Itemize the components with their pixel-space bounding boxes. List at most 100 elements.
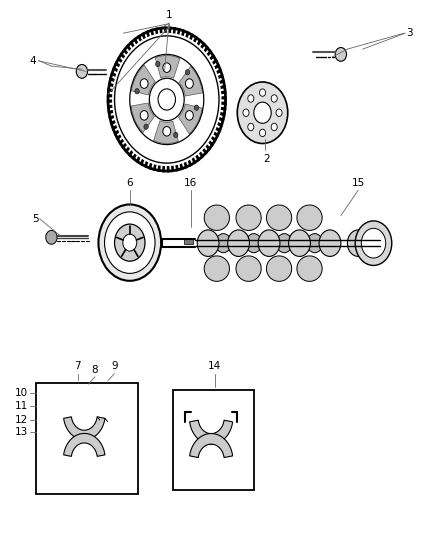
- Wedge shape: [193, 36, 198, 43]
- Polygon shape: [204, 256, 230, 281]
- Polygon shape: [64, 433, 105, 456]
- Wedge shape: [150, 28, 154, 36]
- Circle shape: [319, 230, 341, 256]
- Wedge shape: [180, 164, 184, 171]
- Wedge shape: [131, 103, 155, 133]
- Circle shape: [163, 63, 171, 72]
- Circle shape: [158, 89, 176, 110]
- Polygon shape: [266, 205, 292, 230]
- Wedge shape: [137, 35, 142, 42]
- Wedge shape: [107, 94, 112, 98]
- Text: 13: 13: [15, 427, 28, 437]
- Text: 8: 8: [92, 365, 98, 375]
- Text: 4: 4: [30, 56, 36, 66]
- Wedge shape: [188, 160, 192, 167]
- Circle shape: [163, 126, 171, 136]
- Text: 12: 12: [15, 415, 28, 425]
- Wedge shape: [159, 27, 162, 34]
- Wedge shape: [185, 31, 190, 38]
- Circle shape: [144, 124, 148, 130]
- Wedge shape: [164, 27, 167, 33]
- Wedge shape: [167, 166, 170, 173]
- Circle shape: [99, 205, 161, 281]
- Circle shape: [347, 230, 369, 256]
- Circle shape: [135, 88, 139, 94]
- Circle shape: [258, 230, 280, 256]
- Circle shape: [140, 111, 148, 120]
- Wedge shape: [219, 117, 225, 122]
- Polygon shape: [190, 420, 233, 444]
- Circle shape: [140, 79, 148, 88]
- Wedge shape: [220, 85, 226, 89]
- Wedge shape: [145, 30, 150, 37]
- Wedge shape: [205, 144, 211, 151]
- Wedge shape: [209, 54, 215, 60]
- Wedge shape: [116, 134, 121, 141]
- Circle shape: [361, 228, 386, 258]
- Wedge shape: [118, 139, 124, 145]
- Wedge shape: [157, 165, 161, 172]
- Wedge shape: [200, 42, 206, 49]
- Circle shape: [259, 129, 265, 136]
- Text: 11: 11: [15, 401, 28, 411]
- Polygon shape: [297, 256, 322, 281]
- Wedge shape: [195, 155, 201, 161]
- Polygon shape: [190, 433, 233, 457]
- Wedge shape: [113, 130, 119, 136]
- Circle shape: [246, 233, 261, 253]
- Wedge shape: [221, 102, 227, 105]
- Circle shape: [243, 109, 249, 116]
- Text: 15: 15: [352, 178, 365, 188]
- Wedge shape: [175, 165, 179, 172]
- Text: 14: 14: [208, 361, 221, 372]
- Circle shape: [248, 95, 254, 102]
- Text: 7: 7: [74, 361, 81, 372]
- Circle shape: [335, 47, 346, 61]
- Wedge shape: [108, 83, 113, 87]
- Wedge shape: [197, 38, 202, 45]
- Text: 1: 1: [166, 10, 172, 20]
- Wedge shape: [112, 66, 118, 72]
- Circle shape: [194, 105, 199, 110]
- Wedge shape: [144, 161, 148, 168]
- Wedge shape: [207, 50, 212, 56]
- Wedge shape: [148, 163, 152, 170]
- Circle shape: [123, 234, 137, 251]
- Circle shape: [197, 230, 219, 256]
- Polygon shape: [64, 417, 105, 440]
- Circle shape: [115, 224, 145, 261]
- Wedge shape: [128, 150, 133, 157]
- Circle shape: [289, 230, 311, 256]
- Text: 5: 5: [32, 214, 39, 224]
- Wedge shape: [169, 27, 171, 33]
- Wedge shape: [217, 122, 223, 127]
- Circle shape: [115, 36, 219, 163]
- Wedge shape: [107, 100, 112, 103]
- Wedge shape: [133, 37, 138, 44]
- Wedge shape: [215, 127, 221, 133]
- Circle shape: [173, 132, 178, 138]
- Wedge shape: [155, 27, 158, 34]
- Polygon shape: [266, 256, 292, 281]
- Wedge shape: [220, 112, 226, 117]
- Wedge shape: [184, 162, 188, 169]
- Wedge shape: [155, 55, 180, 78]
- Wedge shape: [221, 90, 226, 94]
- Wedge shape: [126, 44, 131, 51]
- Wedge shape: [141, 32, 146, 39]
- Wedge shape: [171, 166, 174, 172]
- Text: 2: 2: [264, 154, 270, 164]
- Wedge shape: [154, 120, 178, 143]
- Circle shape: [155, 61, 160, 67]
- Circle shape: [307, 233, 322, 253]
- Circle shape: [105, 212, 155, 273]
- Wedge shape: [120, 52, 125, 59]
- Circle shape: [228, 230, 250, 256]
- Wedge shape: [129, 41, 134, 47]
- Wedge shape: [199, 151, 204, 158]
- Wedge shape: [222, 96, 227, 100]
- Wedge shape: [110, 120, 116, 125]
- Bar: [36, 383, 138, 495]
- Wedge shape: [121, 143, 127, 149]
- Text: 3: 3: [406, 28, 413, 38]
